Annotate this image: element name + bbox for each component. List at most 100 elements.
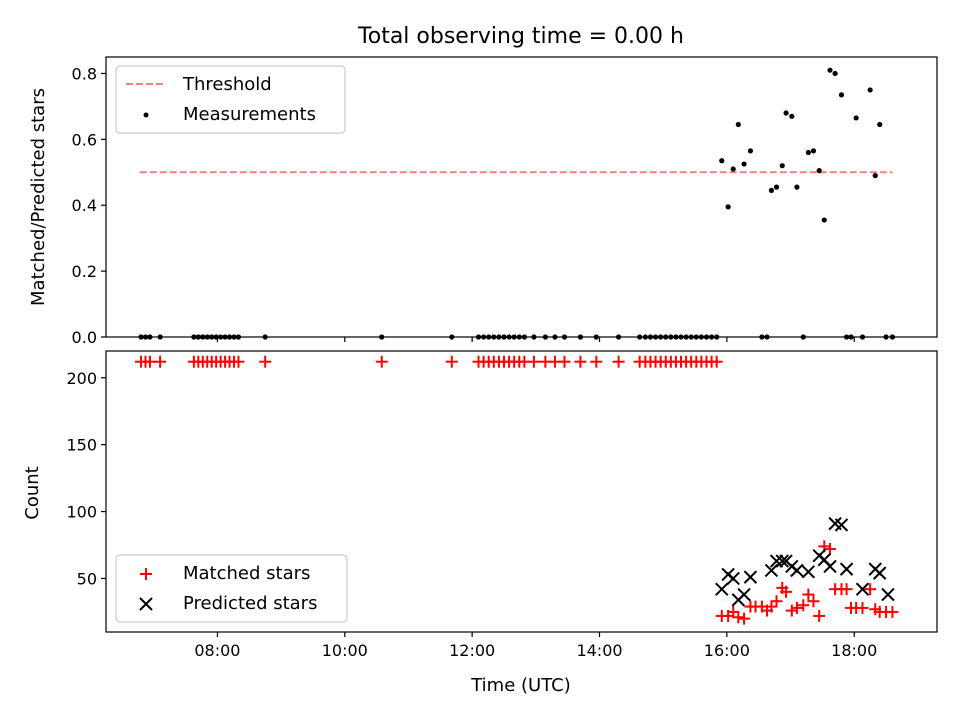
matched-star-point [574,355,587,368]
matched-star-point [802,588,815,601]
measurement-point [838,92,845,98]
bottom-plot-area [135,355,899,625]
measurement-point [821,217,827,223]
matched-star-point [143,355,156,368]
bottom-x-tick-label: 14:00 [576,641,622,660]
measurement-point [810,148,817,154]
measurement-point [768,187,775,194]
matched-star-point [785,604,798,617]
predicted-star-point [743,570,758,584]
top-plot-area [138,67,896,340]
measurement-point [773,184,780,190]
matched-star-point [375,355,388,368]
bottom-x-tick-label: 16:00 [704,641,750,660]
matched-star-point [590,355,603,368]
predicted-star-point [881,587,895,602]
measurement-point [805,149,811,156]
bottom-y-ticks: 50 100 150 200 [66,369,106,588]
bottom-y-axis-label: Count [22,466,43,519]
top-axes-frame [105,56,938,338]
bottom-y-tick-label: 150 [66,436,97,455]
legend-predicted-label: Predicted stars [183,593,317,614]
measurement-point [789,113,795,119]
legend-predicted-swatch [139,597,153,611]
measurement-point [794,184,800,190]
bottom-legend-box [115,554,348,623]
predicted-star-point [801,565,816,579]
matched-star-point [813,609,826,622]
matched-star-point [807,595,820,608]
bottom-panel: 50 100 150 200 08:00 10:00 12:00 14:00 16:00 18:… [22,350,938,696]
measurement-point [730,166,736,172]
matched-star-point [864,583,877,596]
legend-measurements-swatch [143,112,149,118]
matched-star-point [232,355,245,368]
measurement-point [719,158,725,164]
matched-star-point [710,355,723,368]
matched-star-point [770,595,783,608]
predicted-star-point [823,559,837,574]
top-y-tick-label: 0.0 [72,328,97,347]
top-y-tick-label: 0.6 [72,130,97,149]
top-y-ticks: 0.0 0.2 0.4 0.6 0.8 [72,64,106,347]
matched-star-point [840,583,853,596]
predicted-star-point [839,562,854,576]
top-legend: Threshold Measurements [115,65,346,134]
top-y-tick-label: 0.8 [72,64,97,83]
predicted-star-point [834,518,849,532]
matched-star-point [445,355,458,368]
bottom-x-tick-label: 10:00 [322,641,368,660]
predicted-star-point [726,571,740,586]
bottom-x-tick-label: 08:00 [194,641,240,660]
legend-matched-label: Matched stars [183,563,310,584]
matched-star-point [856,601,869,614]
matched-star-point [259,355,272,368]
measurement-point [783,110,789,116]
measurement-point [816,168,822,174]
matched-star-point [154,355,167,368]
predicted-star-point [790,563,804,578]
predicted-star-point [855,582,870,596]
measurement-point [735,121,741,128]
predicted-star-point [737,587,751,602]
legend-measurements-label: Measurements [183,104,316,125]
matched-star-point [780,585,793,598]
legend-matched-swatch [140,568,152,580]
bottom-x-tick-label: 18:00 [831,641,877,660]
bottom-y-tick-label: 200 [66,369,97,388]
measurement-point [779,163,785,169]
measurement-point [827,67,833,73]
measurement-point [741,161,747,167]
top-legend-box [115,65,346,134]
matched-star-point [765,600,778,613]
predicted-star-point [764,563,779,578]
bottom-y-tick-label: 50 [77,569,97,588]
bottom-x-axis-label: Time (UTC) [470,675,571,696]
predicted-star-point [872,566,887,580]
matched-star-point [527,355,540,368]
measurement-point [877,121,883,128]
bottom-x-ticks: 08:00 10:00 12:00 14:00 16:00 18:00 [194,632,877,660]
matched-star-point [886,605,899,618]
measurement-point [867,87,873,93]
bottom-x-tick-label: 12:00 [449,641,495,660]
predicted-star-point [775,554,789,568]
matched-star-point [558,355,571,368]
matched-star-point [797,599,810,612]
top-y-tick-label: 0.2 [72,262,97,281]
measurement-point [725,204,731,210]
matched-star-point [738,612,751,625]
figure-title: Total observing time = 0.00 h [357,24,684,49]
top-y-axis-label: Matched/Predicted stars [28,88,49,306]
bottom-legend: Matched stars Predicted stars [115,554,348,623]
measurement-point [872,172,878,179]
top-x-ticks [216,337,855,342]
matched-star-point [824,543,837,556]
measurement-point [853,115,859,121]
matched-star-point [732,611,745,624]
predicted-star-point [715,582,729,596]
matched-star-point [612,355,625,368]
legend-threshold-label: Threshold [182,74,272,95]
top-panel: 0.00.20.40.60.8 Matched/Predicted stars … [28,56,938,347]
